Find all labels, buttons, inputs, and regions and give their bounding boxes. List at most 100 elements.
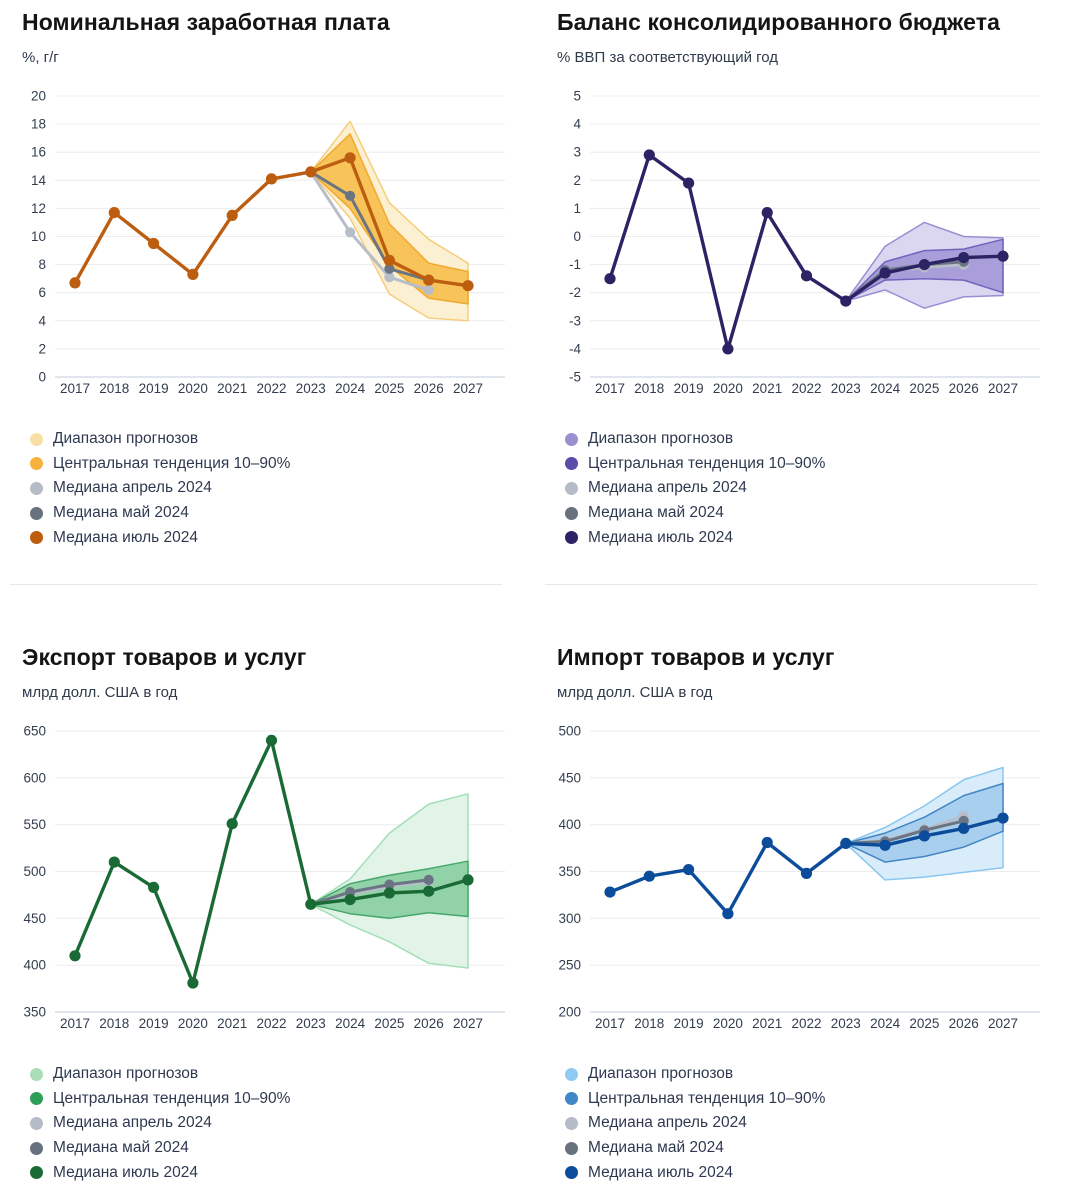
data-point-july-2017 xyxy=(604,273,616,285)
data-point-july-2026 xyxy=(958,822,970,834)
data-point-april-2026 xyxy=(423,284,434,295)
section-divider xyxy=(545,583,1037,585)
data-point-july-2023 xyxy=(305,898,317,910)
median-line-may xyxy=(309,878,431,906)
data-point-july-2018 xyxy=(643,870,655,882)
y-tick-label: 250 xyxy=(558,958,581,973)
y-tick-label: 4 xyxy=(38,313,46,328)
data-point-july-2021 xyxy=(761,836,773,849)
data-point-july-2020 xyxy=(722,343,734,355)
legend-item: Медиана июль 2024 xyxy=(565,1160,1070,1185)
legend-label: Диапазон прогнозов xyxy=(588,430,734,448)
y-tick-label: 400 xyxy=(558,817,581,832)
y-tick-label: 4 xyxy=(573,117,581,132)
data-point-july-2024 xyxy=(344,152,356,164)
x-tick-label: 2024 xyxy=(870,1016,901,1031)
legend-swatch-icon xyxy=(30,531,43,545)
y-tick-label: 20 xyxy=(31,89,46,104)
x-tick-label: 2021 xyxy=(217,381,247,396)
legend-swatch-icon xyxy=(565,1067,578,1081)
legend-label: Медиана апрель 2024 xyxy=(588,1114,747,1132)
data-point-july-2021 xyxy=(226,209,238,221)
chart-subtitle: %, г/г xyxy=(22,49,59,66)
legend-swatch-icon xyxy=(30,432,43,446)
x-tick-label: 2021 xyxy=(217,1016,247,1031)
x-tick-label: 2018 xyxy=(634,1016,664,1031)
chart-plot: 0 2 4 6 8 10 12 14 16 18 20 2017 2018 2019 2020 2021 202… xyxy=(31,89,505,396)
legend-label: Центральная тенденция 10–90% xyxy=(588,1089,826,1107)
y-tick-label: 2 xyxy=(38,341,46,356)
y-tick-label: 300 xyxy=(558,911,581,926)
x-tick-label: 2027 xyxy=(453,1016,483,1031)
x-tick-label: 2019 xyxy=(674,1016,704,1031)
x-tick-label: 2019 xyxy=(139,1016,169,1031)
data-point-july-2020 xyxy=(722,908,734,920)
legend-label: Медиана апрель 2024 xyxy=(588,479,747,497)
data-point-july-2021 xyxy=(761,207,773,219)
legend-item: Центральная тенденция 10–90% xyxy=(565,1087,1070,1112)
y-tick-label: -1 xyxy=(569,257,581,272)
y-tick-label: 14 xyxy=(31,173,47,188)
x-tick-label: 2026 xyxy=(414,1016,444,1031)
legend-item: Медиана май 2024 xyxy=(30,501,535,526)
median-line-april xyxy=(309,170,431,292)
y-tick-label: 450 xyxy=(23,911,46,926)
chart-card-budget-balance: Баланс консолидированного бюджета % ВВП … xyxy=(535,0,1070,585)
chart-canvas: 0 2 4 6 8 10 12 14 16 18 20 2017 2018 2019 2020 2021 202… xyxy=(0,81,535,411)
legend-item: Медиана июль 2024 xyxy=(30,1160,535,1185)
y-tick-label: 5 xyxy=(573,89,581,104)
y-tick-label: 3 xyxy=(573,145,581,160)
x-tick-label: 2025 xyxy=(909,1016,939,1031)
x-tick-label: 2022 xyxy=(256,1016,286,1031)
x-tick-label: 2022 xyxy=(256,381,286,396)
x-tick-label: 2024 xyxy=(335,1016,366,1031)
chart-title: Экспорт товаров и услуг xyxy=(22,643,307,670)
x-tick-label: 2025 xyxy=(374,1016,404,1031)
legend-swatch-icon xyxy=(30,481,43,495)
chart-legend: Диапазон прогнозов Центральная тенденция … xyxy=(30,1062,535,1185)
data-point-may-2024 xyxy=(345,190,356,201)
chart-plot: 200 250 300 350 400 450 500 2017 2018 2019 2020 202… xyxy=(558,723,1040,1031)
data-point-july-2020 xyxy=(187,268,199,280)
data-point-july-2018 xyxy=(108,856,120,868)
y-tick-label: -3 xyxy=(569,313,581,328)
legend-label: Медиана май 2024 xyxy=(53,1139,189,1157)
legend-label: Центральная тенденция 10–90% xyxy=(53,1089,291,1107)
chart-title: Баланс консолидированного бюджета xyxy=(557,9,1000,35)
data-point-april-2025 xyxy=(384,272,395,283)
chart-legend: Диапазон прогнозов Центральная тенденция … xyxy=(565,427,1070,550)
legend-swatch-icon xyxy=(30,1067,43,1081)
section-divider xyxy=(10,583,502,585)
chart-legend: Диапазон прогнозов Центральная тенденция … xyxy=(30,427,535,550)
legend-label: Медиана май 2024 xyxy=(588,504,724,522)
chart-subtitle: млрд долл. США в год xyxy=(557,683,713,701)
data-point-july-2027 xyxy=(997,812,1009,824)
legend-swatch-icon xyxy=(565,432,578,446)
data-point-july-2024 xyxy=(879,839,891,851)
x-tick-label: 2025 xyxy=(374,381,404,396)
legend-item: Медиана апрель 2024 xyxy=(30,476,535,501)
chart-legend: Диапазон прогнозов Центральная тенденция … xyxy=(565,1062,1070,1185)
legend-label: Медиана май 2024 xyxy=(53,504,189,522)
x-tick-label: 2023 xyxy=(831,1016,861,1031)
legend-item: Центральная тенденция 10–90% xyxy=(565,452,1070,477)
x-tick-label: 2027 xyxy=(453,381,483,396)
legend-item: Диапазон прогнозов xyxy=(565,427,1070,452)
y-tick-label: 600 xyxy=(23,770,46,785)
legend-swatch-icon xyxy=(30,457,43,471)
data-point-july-2017 xyxy=(604,886,616,898)
chart-title: Импорт товаров и услуг xyxy=(557,643,835,670)
legend-label: Центральная тенденция 10–90% xyxy=(588,454,826,472)
data-point-july-2023 xyxy=(840,837,852,849)
legend-label: Медиана июль 2024 xyxy=(53,528,199,546)
x-tick-label: 2023 xyxy=(831,381,861,396)
legend-label: Медиана май 2024 xyxy=(588,1139,724,1157)
chart-card-import: Импорт товаров и услуг млрд долл. США в … xyxy=(535,585,1070,1185)
chart-title: Номинальная заработная плата xyxy=(22,9,390,35)
legend-item: Медиана июль 2024 xyxy=(30,525,535,550)
data-point-april-2024 xyxy=(345,227,356,238)
legend-swatch-icon xyxy=(565,481,578,495)
legend-swatch-icon xyxy=(30,1166,43,1180)
x-tick-label: 2020 xyxy=(178,381,208,396)
legend-label: Медиана апрель 2024 xyxy=(53,1114,212,1132)
